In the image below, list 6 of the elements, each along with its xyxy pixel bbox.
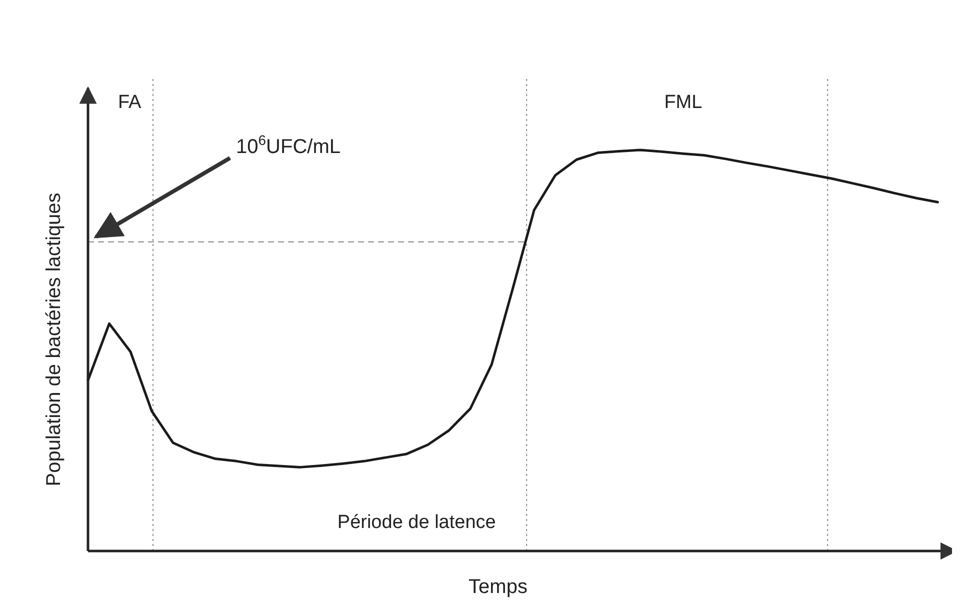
annotation: Période de latence [337,512,496,533]
y-axis-title: Population de bactéries lactiques [43,192,65,486]
text: FA [118,92,142,113]
ref-line-label: 10$^{6}$UFC/mL [236,132,340,158]
x-axis-title: Temps [468,576,528,598]
text: FML [664,92,702,113]
